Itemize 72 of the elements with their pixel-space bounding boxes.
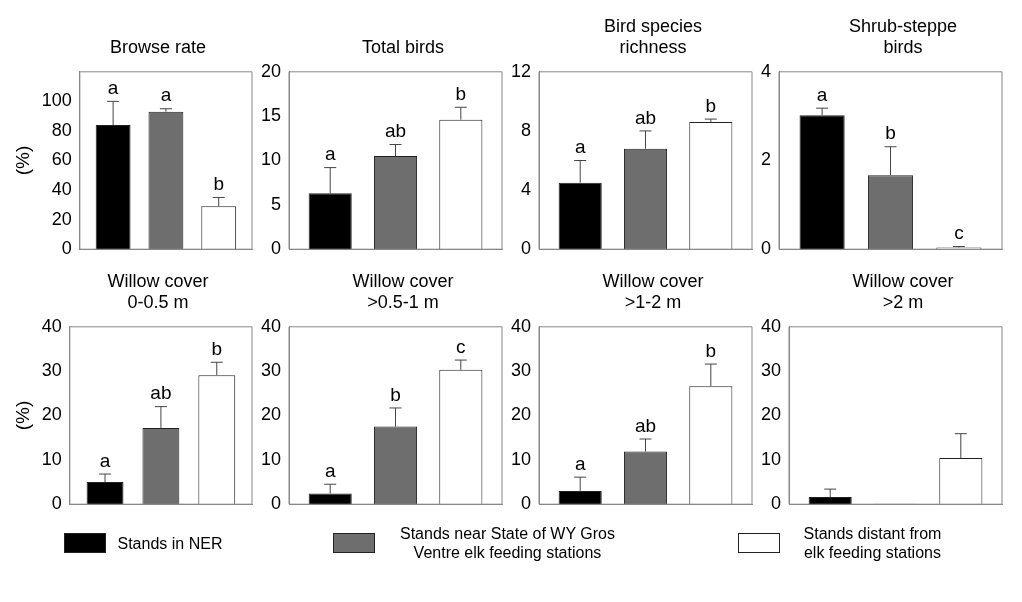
y-tick-label: 8 <box>521 119 532 140</box>
y-tick-label: 10 <box>760 448 782 469</box>
y-tick-label: 20 <box>260 404 282 425</box>
data-label: c <box>456 335 466 357</box>
y-tick-label: 10 <box>41 448 62 469</box>
data-label: a <box>574 452 586 474</box>
y-tick-label: 10 <box>510 448 532 469</box>
data-label: ab <box>150 382 172 404</box>
y-tick-label: 4 <box>761 60 772 81</box>
y-tick-label: 20 <box>760 404 782 425</box>
chart-title: Total birds <box>361 37 445 58</box>
data-label: a <box>816 83 828 105</box>
data-label: c <box>954 222 964 244</box>
data-label: b <box>455 83 467 105</box>
data-label: b <box>213 173 224 195</box>
y-axis-title: (%) <box>11 400 33 431</box>
chart-title: Willow cover >0.5-1 m <box>351 271 455 313</box>
y-tick-label: 15 <box>260 105 282 126</box>
data-label: b <box>211 338 223 360</box>
y-tick-label: 0 <box>521 238 532 259</box>
data-label: ab <box>634 106 657 128</box>
data-label: a <box>574 136 586 158</box>
legend-label: Stands in NER <box>117 533 223 553</box>
data-label: b <box>705 339 717 361</box>
y-tick-label: 10 <box>260 448 282 469</box>
y-tick-label: 100 <box>41 90 72 111</box>
y-tick-label: 12 <box>510 60 532 81</box>
y-tick-label: 60 <box>51 149 72 170</box>
chart-title: Willow cover >1-2 m <box>601 271 705 313</box>
y-tick-label: 0 <box>51 493 62 514</box>
y-tick-label: 2 <box>761 149 772 170</box>
data-label: b <box>705 94 717 116</box>
y-tick-label: 0 <box>761 238 772 259</box>
data-label: a <box>324 459 336 481</box>
data-label: ab <box>634 414 657 436</box>
y-tick-label: 30 <box>760 360 782 381</box>
data-label: a <box>99 449 111 471</box>
y-tick-label: 40 <box>260 315 282 336</box>
legend-label: Stands distant from elk feeding stations <box>802 524 943 562</box>
y-tick-label: 20 <box>510 404 532 425</box>
y-tick-label: 0 <box>521 493 532 514</box>
chart-title: Willow cover 0-0.5 m <box>106 271 210 313</box>
data-label: a <box>324 143 336 165</box>
data-label: ab <box>384 120 407 142</box>
y-tick-label: 0 <box>271 238 282 259</box>
y-tick-label: 40 <box>51 179 72 200</box>
legend-label: Stands near State of WY Gros Ventre elk feeding stations <box>399 524 616 562</box>
y-tick-label: 40 <box>510 315 532 336</box>
y-tick-label: 4 <box>521 179 532 200</box>
y-tick-label: 30 <box>260 360 282 381</box>
y-tick-label: 20 <box>260 60 282 81</box>
data-label: b <box>390 383 401 405</box>
y-tick-label: 0 <box>61 238 72 259</box>
y-tick-label: 20 <box>51 208 72 229</box>
data-label: b <box>885 122 896 144</box>
y-tick-label: 0 <box>771 493 782 514</box>
chart-title: Willow cover >2 m <box>851 271 955 313</box>
y-tick-label: 30 <box>510 360 532 381</box>
y-tick-label: 30 <box>41 360 62 381</box>
y-tick-label: 80 <box>51 119 72 140</box>
data-label: a <box>107 77 119 99</box>
y-tick-label: 0 <box>271 493 282 514</box>
y-tick-label: 40 <box>760 315 782 336</box>
chart-title: Browse rate <box>109 37 207 58</box>
y-tick-label: 40 <box>41 315 62 336</box>
data-label: a <box>160 84 172 106</box>
y-tick-label: 10 <box>260 149 282 170</box>
chart-title: Bird species richness <box>602 16 703 58</box>
y-tick-label: 5 <box>271 193 282 214</box>
y-tick-label: 20 <box>41 404 62 425</box>
chart-title: Shrub-steppe birds <box>847 16 959 58</box>
y-axis-title: (%) <box>11 145 33 176</box>
